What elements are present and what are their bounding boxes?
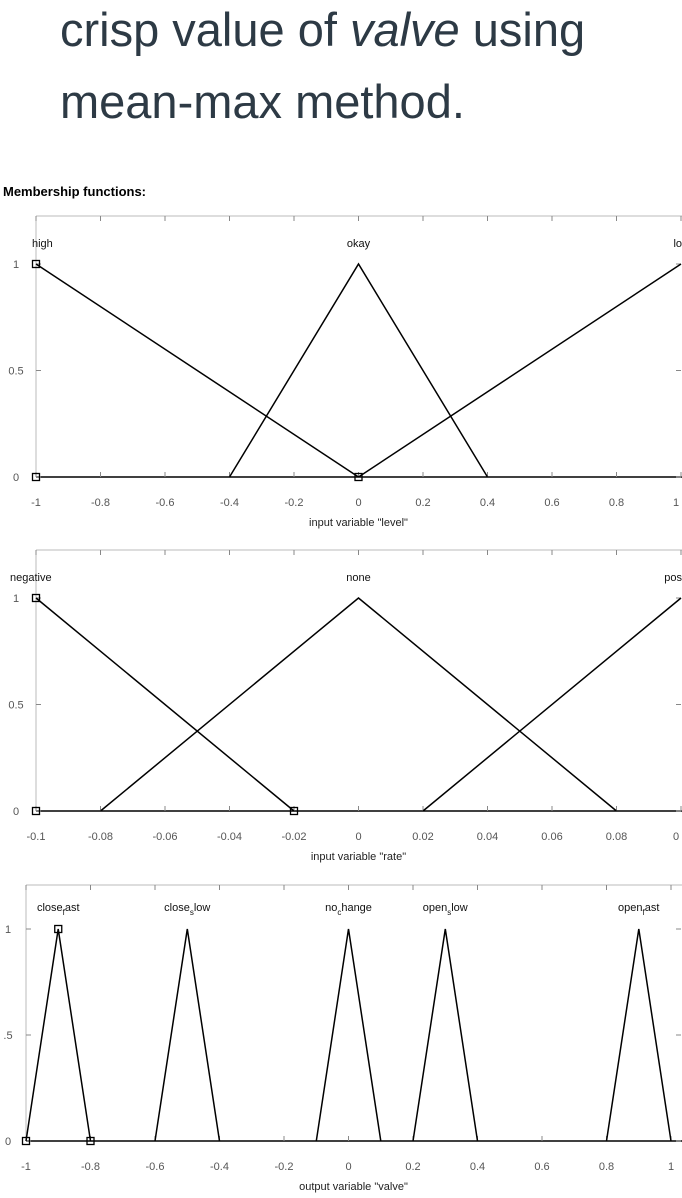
series-close_slow	[154, 928, 221, 1142]
y-tick-label: .5	[3, 1030, 12, 1042]
x-tick-label: 0.6	[534, 1161, 549, 1173]
vertex-marker	[54, 924, 63, 934]
x-tick-label: 0.2	[415, 497, 430, 509]
series-label-lo: lo	[673, 238, 682, 250]
x-tick-label: -0.6	[156, 497, 175, 509]
x-tick-label: -1	[21, 1161, 31, 1173]
x-tick-label: 0	[673, 831, 679, 843]
x-tick-label: 0.4	[470, 1161, 485, 1173]
x-tick-label: -0.06	[152, 831, 177, 843]
x-tick-label: 0.8	[609, 497, 624, 509]
y-tick-label: 0	[13, 806, 19, 818]
x-tick-label: -0.2	[285, 497, 304, 509]
x-tick-label: 1	[673, 497, 679, 509]
vertex-marker	[354, 472, 363, 482]
x-tick-label: -0.4	[220, 497, 239, 509]
x-tick-label: 1	[668, 1161, 674, 1173]
vertex-marker	[289, 806, 299, 816]
x-tick-label: 0.04	[477, 831, 498, 843]
x-tick-label: -1	[31, 497, 41, 509]
vertex-marker	[31, 472, 41, 482]
x-tick-label: 0.6	[544, 497, 559, 509]
chart-3: -1 -0.8 -0.6 -0.4 -0.2 0 0.2 0.4 0.6 0.8 1 0 .5 1 outp…	[3, 884, 682, 1193]
series-label-pos: pos	[664, 572, 682, 584]
y-tick-label: 1	[13, 593, 19, 605]
membership-functions-label: Membership functions:	[3, 184, 147, 199]
x-tick-label: -0.02	[281, 831, 306, 843]
chart-1: -1 -0.8 -0.6 -0.4 -0.2 0 0.2 0.4 0.6 0.8 1 0 0.5 1 inp…	[8, 215, 682, 529]
x-tick-label: -0.04	[217, 831, 242, 843]
y-tick-label: 0	[13, 472, 19, 484]
series-label-okay: okay	[347, 238, 371, 250]
series-negative	[35, 597, 295, 812]
y-tick-label: 1	[13, 259, 19, 271]
heading-line-1: crisp value of valve using	[60, 0, 585, 66]
x-tick-label: 0	[345, 1161, 351, 1173]
vertex-marker	[21, 1136, 31, 1146]
series-no_change	[315, 928, 382, 1142]
x-axis-label: input variable "level"	[309, 517, 408, 529]
x-tick-label: 0.8	[599, 1161, 614, 1173]
x-tick-label: 0.4	[480, 497, 495, 509]
x-tick-label: 0	[355, 497, 361, 509]
series-label-none: none	[346, 572, 370, 584]
series-close_fast	[25, 928, 92, 1142]
x-tick-label: 0.06	[541, 831, 562, 843]
series-label-close_fast: closefast	[37, 902, 80, 917]
y-tick-label: 0.5	[8, 700, 23, 712]
series-label-open_fast: openfast	[618, 902, 659, 917]
series-lo	[358, 263, 682, 478]
series-none	[100, 597, 617, 812]
x-tick-label: -0.08	[88, 831, 113, 843]
x-tick-label: -0.1	[27, 831, 46, 843]
heading-text-italic: valve	[349, 3, 460, 56]
series-high	[35, 263, 359, 478]
x-tick-label: 0.02	[412, 831, 433, 843]
heading-text-suffix: using	[459, 3, 586, 56]
series-pos	[422, 597, 682, 812]
x-tick-label: 0.2	[405, 1161, 420, 1173]
x-tick-label: 0.08	[606, 831, 627, 843]
series-open_slow	[412, 928, 479, 1142]
series-label-close_slow: closeslow	[164, 902, 210, 917]
x-tick-label: -0.2	[275, 1161, 294, 1173]
vertex-marker	[31, 806, 41, 816]
y-tick-label: 1	[5, 924, 11, 936]
series-okay	[228, 262, 489, 478]
series-open_fast	[605, 928, 672, 1142]
x-tick-label: -0.6	[146, 1161, 165, 1173]
y-tick-label: 0.5	[8, 366, 23, 378]
vertex-marker	[86, 1136, 95, 1146]
x-tick-label: -0.8	[91, 497, 110, 509]
series-label-open_slow: openslow	[423, 902, 468, 917]
y-tick-label: 0	[5, 1136, 11, 1148]
heading-text-prefix: crisp value of	[60, 3, 350, 56]
chart-2: -0.1 -0.08 -0.06 -0.04 -0.02 0 0.02 0.04 0.06 0.0…	[8, 549, 682, 863]
series-label-high: high	[32, 238, 53, 250]
vertex-marker	[31, 259, 41, 269]
x-axis-label: output variable "valve"	[299, 1181, 408, 1193]
x-tick-label: -0.4	[210, 1161, 229, 1173]
x-axis-label: input variable "rate"	[311, 851, 406, 863]
series-label-no_change: nochange	[325, 902, 372, 917]
vertex-marker	[31, 593, 41, 603]
series-label-negative: negative	[10, 572, 52, 584]
heading-line-2: mean-max method.	[60, 75, 465, 128]
x-tick-label: 0	[355, 831, 361, 843]
x-tick-label: -0.8	[81, 1161, 100, 1173]
